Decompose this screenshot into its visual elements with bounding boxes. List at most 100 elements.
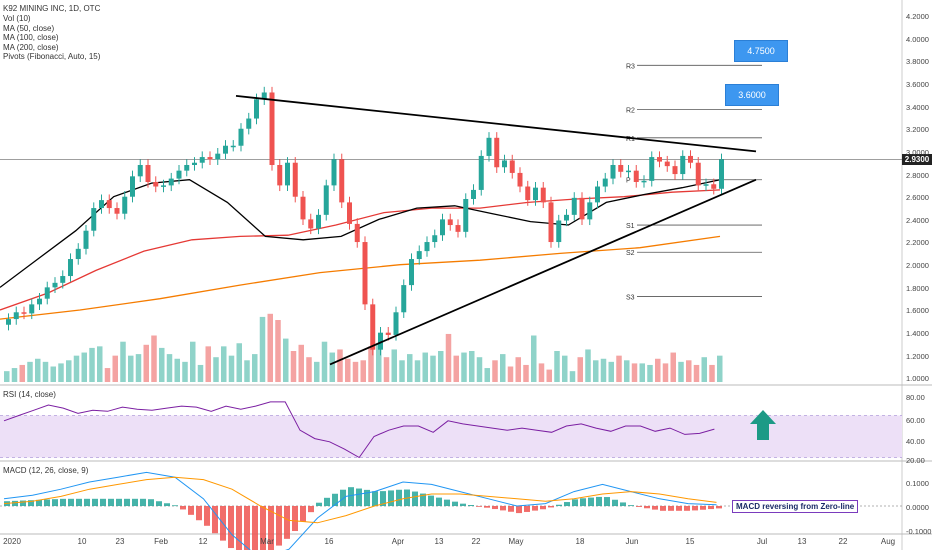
candle-body bbox=[99, 200, 104, 209]
candle-body bbox=[556, 220, 562, 243]
price-tick: 2.0000 bbox=[906, 261, 929, 270]
candle-body bbox=[354, 223, 360, 243]
macd-histogram-bar bbox=[52, 499, 58, 506]
target-callout-1[interactable]: 4.7500 bbox=[734, 40, 788, 62]
target-callout-2[interactable]: 3.6000 bbox=[725, 84, 779, 106]
volume-bar bbox=[81, 352, 87, 382]
candle-body bbox=[409, 259, 414, 286]
candle-body bbox=[254, 99, 259, 119]
macd-histogram-bar bbox=[308, 506, 314, 513]
macd-histogram-bar bbox=[332, 493, 338, 506]
volume-bar bbox=[275, 320, 281, 382]
volume-bar bbox=[631, 363, 638, 382]
macd-histogram-bar bbox=[692, 506, 698, 511]
volume-bar bbox=[314, 361, 320, 382]
volume-bar bbox=[407, 354, 413, 382]
indicator-pivots[interactable]: Pivots (Fibonacci, Auto, 15) bbox=[3, 52, 101, 61]
volume-bar bbox=[27, 361, 33, 382]
indicator-ma100[interactable]: MA (100, close) bbox=[3, 33, 59, 42]
macd-histogram-bar bbox=[172, 505, 178, 507]
candle-body bbox=[401, 285, 407, 313]
candle-body bbox=[75, 248, 81, 260]
price-tick: 1.2000 bbox=[906, 352, 929, 361]
volume-bar bbox=[608, 361, 614, 382]
macd-histogram-bar bbox=[260, 506, 266, 550]
price-tick: 1.4000 bbox=[906, 329, 929, 338]
volume-bar bbox=[151, 335, 157, 382]
candle-body bbox=[703, 184, 709, 186]
price-tick: 1.6000 bbox=[906, 306, 929, 315]
date-tick: 10 bbox=[77, 537, 87, 546]
macd-title[interactable]: MACD (12, 26, close, 9) bbox=[3, 466, 89, 475]
indicator-ma200[interactable]: MA (200, close) bbox=[3, 42, 59, 52]
macd-line bbox=[3, 471, 717, 550]
date-tick: Jul bbox=[756, 537, 768, 546]
macd-histogram-bar bbox=[588, 497, 594, 506]
volume-bar bbox=[562, 355, 568, 382]
rsi-line bbox=[3, 401, 715, 459]
volume-bar bbox=[647, 364, 653, 382]
up-arrow-icon bbox=[750, 410, 776, 440]
date-tick: 15 bbox=[685, 537, 695, 546]
macd-histogram-bar bbox=[676, 506, 682, 511]
price-tick: 3.4000 bbox=[906, 103, 929, 112]
macd-histogram-bar bbox=[124, 498, 130, 506]
volume-bar bbox=[639, 363, 645, 382]
macd-histogram-bar bbox=[180, 506, 186, 510]
candle-body bbox=[664, 161, 670, 167]
volume-bar bbox=[221, 346, 227, 382]
candle-body bbox=[517, 172, 523, 187]
macd-histogram-bar bbox=[252, 506, 258, 550]
macd-histogram-bar bbox=[188, 506, 194, 515]
date-tick: 2020 bbox=[3, 537, 21, 546]
candle-body bbox=[719, 159, 724, 189]
macd-histogram-bar bbox=[36, 499, 42, 506]
indicator-volume[interactable]: Vol (10) bbox=[3, 14, 31, 23]
candle-body bbox=[60, 276, 66, 283]
candle-body bbox=[447, 219, 453, 226]
candle-body bbox=[168, 178, 174, 186]
macd-histogram-bar bbox=[716, 506, 722, 509]
candle-body bbox=[370, 304, 376, 350]
price-tick: 3.2000 bbox=[906, 125, 929, 134]
candle-body bbox=[393, 312, 399, 335]
volume-bar bbox=[422, 352, 428, 382]
volume-bar bbox=[97, 346, 103, 382]
candle-body bbox=[199, 157, 205, 163]
volume-bar bbox=[500, 354, 506, 382]
macd-histogram-bar bbox=[372, 491, 378, 506]
date-tick: Jun bbox=[625, 537, 639, 546]
macd-histogram-bar bbox=[212, 506, 218, 534]
candle-body bbox=[548, 202, 554, 243]
volume-bar bbox=[484, 368, 490, 382]
price-tick: 3.6000 bbox=[906, 80, 929, 89]
macd-histogram-bar bbox=[356, 488, 362, 506]
date-tick: 13 bbox=[434, 537, 444, 546]
volume-bar bbox=[383, 357, 390, 382]
candle-body bbox=[176, 170, 182, 179]
candle-body bbox=[502, 160, 507, 168]
trendline-lower bbox=[329, 178, 757, 366]
volume-bar bbox=[345, 358, 351, 382]
macd-histogram-bar bbox=[244, 506, 250, 550]
candle-body bbox=[711, 184, 717, 189]
rsi-tick: 60.00 bbox=[906, 416, 925, 425]
volume-bar bbox=[267, 313, 273, 382]
macd-annotation[interactable]: MACD reversing from Zero-line bbox=[732, 500, 859, 513]
macd-histogram-bar bbox=[348, 487, 354, 506]
candle-body bbox=[130, 176, 135, 197]
candle-body bbox=[455, 225, 461, 232]
candle-body bbox=[184, 164, 190, 171]
volume-bar bbox=[19, 364, 25, 382]
macd-histogram-bar bbox=[628, 505, 634, 506]
candle-body bbox=[432, 235, 438, 243]
macd-histogram-bar bbox=[500, 506, 506, 511]
candle-body bbox=[385, 332, 391, 335]
volume-bar bbox=[693, 364, 700, 382]
candle-body bbox=[308, 219, 314, 229]
rsi-title[interactable]: RSI (14, close) bbox=[3, 390, 56, 399]
indicator-ma50[interactable]: MA (50, close) bbox=[3, 23, 55, 33]
macd-histogram-bar bbox=[276, 506, 282, 546]
macd-histogram-bar bbox=[156, 501, 162, 506]
